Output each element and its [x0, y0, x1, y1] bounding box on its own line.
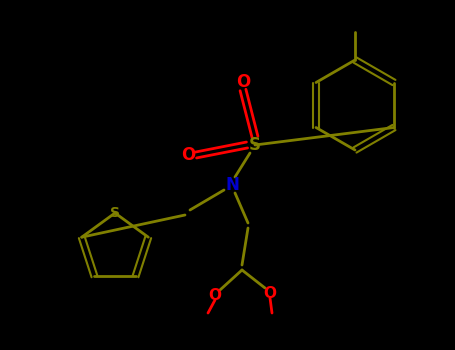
Text: S: S: [249, 136, 261, 154]
Text: O: O: [208, 287, 222, 302]
Text: O: O: [181, 146, 195, 164]
Text: O: O: [263, 286, 277, 301]
Text: S: S: [110, 206, 120, 220]
Text: N: N: [225, 176, 239, 194]
Text: O: O: [236, 73, 250, 91]
